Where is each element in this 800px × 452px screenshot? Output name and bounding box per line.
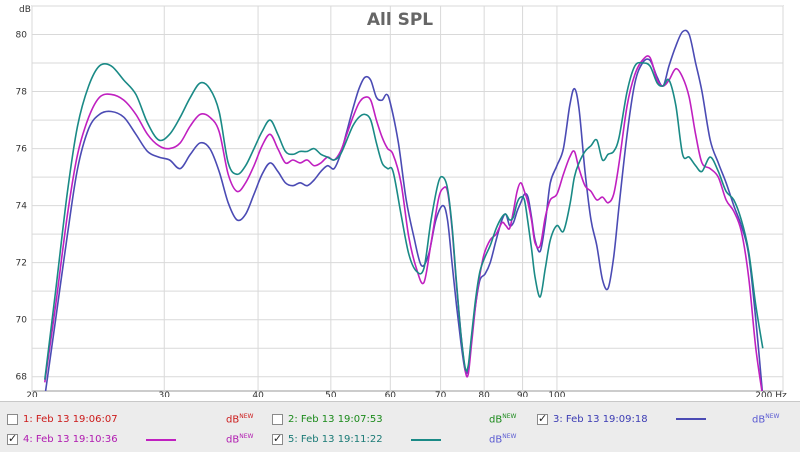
spl-chart: 20 30 40 50 60 70 80 90 100 200 Hz 68 70 72 74 76 78 80 d… <box>16 5 787 397</box>
legend-item-3[interactable]: 3: Feb 13 19:09:18 <box>537 409 648 429</box>
grid-lines <box>31 5 784 391</box>
legend-swatch-3 <box>676 418 706 420</box>
legend-checkbox-4[interactable] <box>7 432 18 445</box>
legend-item-4[interactable]: 4: Feb 13 19:10:36 <box>7 429 118 449</box>
legend-unit-text-4: dB <box>226 434 240 446</box>
legend-unit-sup-4: NEW <box>239 433 254 440</box>
legend-label-5: 5: Feb 13 19:11:22 <box>288 433 383 445</box>
legend-unit-sup-3: NEW <box>765 413 780 420</box>
legend-checkbox-5[interactable] <box>272 432 283 445</box>
legend-unit-text-1: dB <box>226 414 240 426</box>
legend-item-2[interactable]: 2: Feb 13 19:07:53 <box>272 409 383 429</box>
legend-checkbox-3[interactable] <box>537 412 548 425</box>
legend-unit-2: dBNEW <box>489 413 516 425</box>
legend-unit-sup-5: NEW <box>502 433 517 440</box>
legend-checkbox-2[interactable] <box>272 413 283 425</box>
x-tick-label: 100 <box>548 391 565 397</box>
chart-area: 20 30 40 50 60 70 80 90 100 200 Hz 68 70 72 74 76 78 80 d… <box>16 5 787 397</box>
legend-swatch-5 <box>411 439 441 441</box>
x-tick-label: 60 <box>385 391 397 397</box>
legend-unit-sup-1: NEW <box>239 413 254 420</box>
legend-unit-5: dBNEW <box>489 433 516 445</box>
series-line-5 <box>44 61 764 380</box>
chart-title: All SPL <box>367 10 433 30</box>
y-tick-label: 72 <box>16 259 27 269</box>
y-tick-label: 76 <box>16 145 28 155</box>
x-tick-label: 30 <box>159 391 171 397</box>
y-tick-label: 68 <box>16 373 28 383</box>
x-tick-label: 200 Hz <box>755 391 787 397</box>
legend-label-3: 3: Feb 13 19:09:18 <box>553 413 648 425</box>
x-tick-label: 20 <box>26 391 38 397</box>
x-tick-label: 80 <box>478 391 490 397</box>
y-tick-label: 74 <box>16 202 28 212</box>
legend-item-5[interactable]: 5: Feb 13 19:11:22 <box>272 429 383 449</box>
legend-unit-text-3: dB <box>752 414 766 426</box>
legend-label-1: 1: Feb 13 19:06:07 <box>23 413 118 425</box>
legend-unit-sup-2: NEW <box>502 413 517 420</box>
legend-unit-text-5: dB <box>489 434 503 446</box>
legend-label-2: 2: Feb 13 19:07:53 <box>288 413 383 425</box>
x-tick-label: 50 <box>325 391 337 397</box>
plot-frame <box>31 5 784 392</box>
x-tick-label: 40 <box>252 391 264 397</box>
y-axis-label: dB <box>19 5 31 15</box>
y-tick-label: 80 <box>16 31 28 41</box>
legend-unit-text-2: dB <box>489 414 503 426</box>
legend-item-1[interactable]: 1: Feb 13 19:06:07 <box>7 409 118 429</box>
y-tick-label: 78 <box>16 88 28 98</box>
y-tick-label: 70 <box>16 316 28 326</box>
legend-swatch-4 <box>146 439 176 441</box>
legend-checkbox-1[interactable] <box>7 413 18 425</box>
legend-label-4: 4: Feb 13 19:10:36 <box>23 433 118 445</box>
legend-unit-1: dBNEW <box>226 413 253 425</box>
legend-unit-4: dBNEW <box>226 433 253 445</box>
x-tick-label: 90 <box>517 391 529 397</box>
legend-unit-3: dBNEW <box>752 413 779 425</box>
legend-panel: 1: Feb 13 19:06:07 dBNEW 2: Feb 13 19:07… <box>0 401 800 452</box>
x-tick-label: 70 <box>435 391 447 397</box>
